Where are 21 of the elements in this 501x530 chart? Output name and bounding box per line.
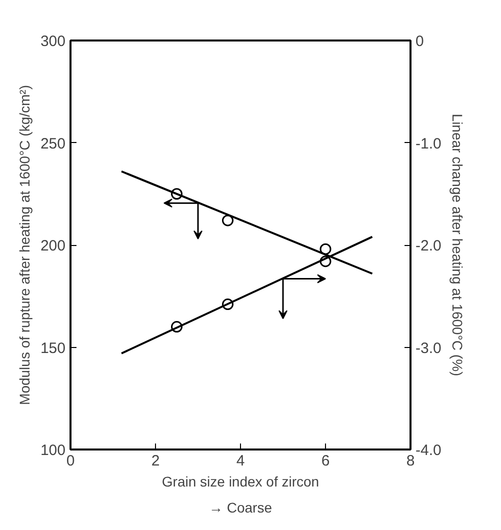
point [320,243,332,255]
y2-axis-title: Linear change after heating at 1600°C (%) [449,114,466,376]
text: → Coarse [208,500,272,516]
y2-tick-label: 0 [416,33,424,50]
y2-tick-label: -3.0 [416,340,442,357]
y2-tick-label: -1.0 [416,135,442,152]
x-tick-label: 8 [406,452,415,470]
x-tick-label: 0 [66,452,75,470]
y-tick-label: 100 [40,442,66,459]
y2-tick-label: -2.0 [416,238,442,254]
x-tick-label: 4 [236,452,245,470]
x-tick-label: 6 [321,452,330,470]
y-axis-title: Modulus of rupture after heating at 1600°C (kg/cm²) [16,85,32,405]
x-axis-title: Grain size index of zircon [162,474,320,490]
x-tick-label: 2 [151,452,160,470]
y-tick-label: 200 [40,238,66,254]
y-tick-label: 300 [40,33,66,50]
point [222,214,234,226]
y2-tick-label: -4.0 [416,442,442,459]
y-tick-label: 150 [40,340,66,357]
y-tick-label: 250 [40,135,66,152]
